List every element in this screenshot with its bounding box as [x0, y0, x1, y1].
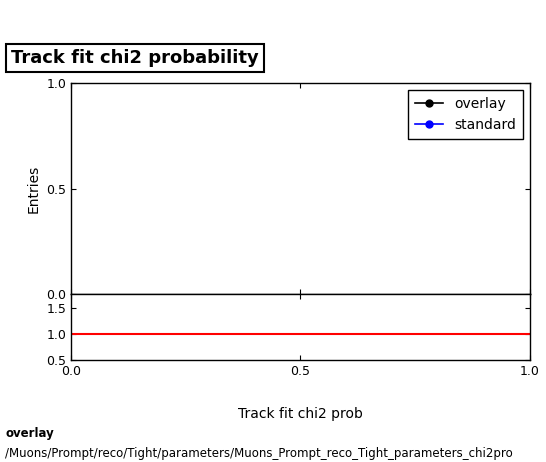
Text: Track fit chi2 probability: Track fit chi2 probability [11, 49, 259, 67]
Y-axis label: Entries: Entries [27, 164, 40, 213]
Legend: overlay, standard: overlay, standard [408, 90, 523, 139]
Text: overlay: overlay [5, 427, 54, 440]
Text: /Muons/Prompt/reco/Tight/parameters/Muons_Prompt_reco_Tight_parameters_chi2pro: /Muons/Prompt/reco/Tight/parameters/Muon… [5, 447, 513, 460]
Text: Track fit chi2 prob: Track fit chi2 prob [238, 407, 363, 420]
